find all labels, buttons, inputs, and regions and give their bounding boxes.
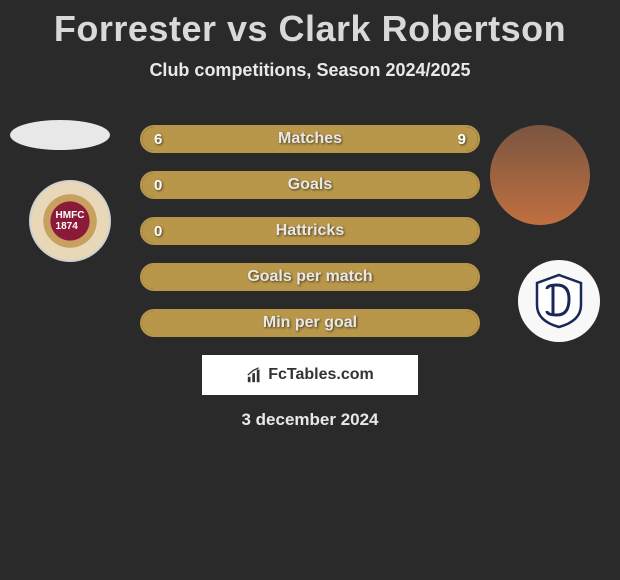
- stat-row: Min per goal: [140, 309, 480, 337]
- dundee-badge-icon: [529, 271, 589, 331]
- stat-value-right: 9: [458, 127, 466, 151]
- stat-row: Goals per match: [140, 263, 480, 291]
- player1-avatar: [10, 120, 110, 150]
- stat-row: Goals0: [140, 171, 480, 199]
- date-label: 3 december 2024: [0, 410, 620, 430]
- stat-row: Hattricks0: [140, 217, 480, 245]
- stat-label: Goals per match: [142, 265, 478, 289]
- hearts-badge-icon: HMFC1874: [56, 210, 85, 232]
- chart-icon: [246, 366, 264, 384]
- stat-label: Matches: [142, 127, 478, 151]
- stat-label: Hattricks: [142, 219, 478, 243]
- stat-value-left: 0: [154, 219, 162, 243]
- watermark-text: FcTables.com: [268, 366, 374, 384]
- stat-label: Min per goal: [142, 311, 478, 335]
- watermark: FcTables.com: [202, 355, 418, 395]
- stat-value-left: 0: [154, 173, 162, 197]
- stat-value-left: 6: [154, 127, 162, 151]
- player2-club-badge: [518, 260, 600, 342]
- page-title: Forrester vs Clark Robertson: [0, 0, 620, 50]
- stat-row: Matches6 9: [140, 125, 480, 153]
- stat-label: Goals: [142, 173, 478, 197]
- player1-club-badge: HMFC1874: [29, 180, 111, 262]
- page-subtitle: Club competitions, Season 2024/2025: [0, 60, 620, 81]
- player2-avatar: [490, 125, 590, 225]
- stats-comparison: Matches69Goals0Hattricks0Goals per match…: [140, 125, 480, 355]
